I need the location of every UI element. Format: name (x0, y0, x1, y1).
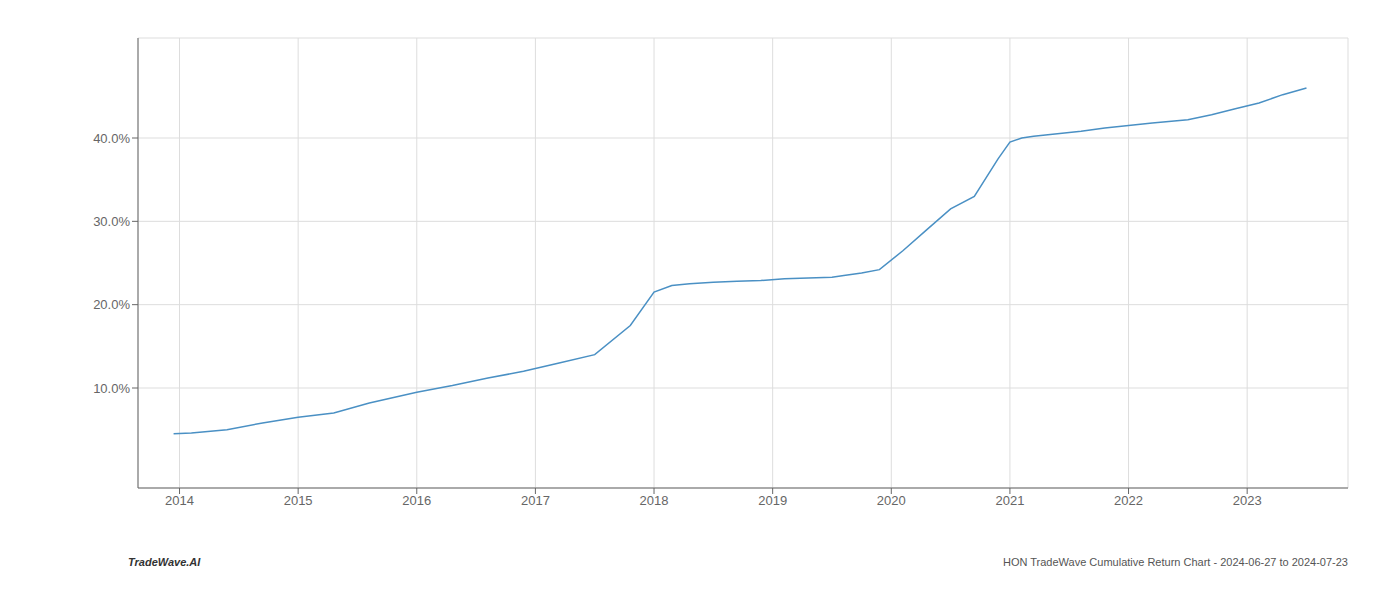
svg-text:2014: 2014 (165, 493, 194, 508)
svg-text:2019: 2019 (758, 493, 787, 508)
svg-text:2018: 2018 (640, 493, 669, 508)
svg-text:2017: 2017 (521, 493, 550, 508)
svg-text:2022: 2022 (1114, 493, 1143, 508)
svg-text:20.0%: 20.0% (93, 297, 130, 312)
svg-text:10.0%: 10.0% (93, 381, 130, 396)
svg-text:40.0%: 40.0% (93, 131, 130, 146)
svg-text:2020: 2020 (877, 493, 906, 508)
svg-text:2016: 2016 (402, 493, 431, 508)
html-text:HON TradeWave Cumulative Retur: HON TradeWave Cumulative Return Chart - … (1003, 556, 1348, 568)
html-text:TradeWave.AI: TradeWave.AI (128, 556, 201, 568)
svg-text:2021: 2021 (995, 493, 1024, 508)
svg-text:2015: 2015 (284, 493, 313, 508)
svg-text:30.0%: 30.0% (93, 214, 130, 229)
svg-text:2023: 2023 (1233, 493, 1262, 508)
